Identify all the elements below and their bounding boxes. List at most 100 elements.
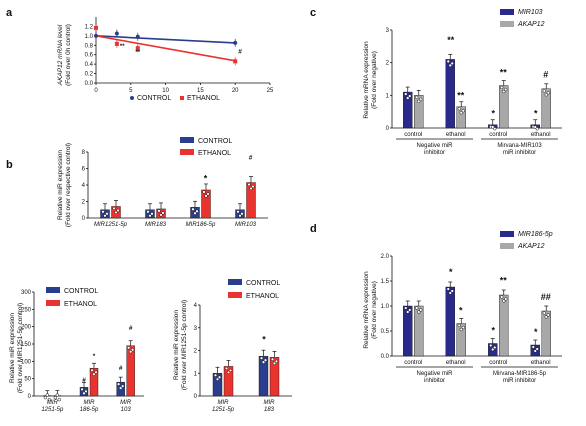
significance-marker: * <box>534 109 538 119</box>
panel-c-ylabel-2: (Fold over negative) <box>371 51 378 109</box>
data-point <box>202 190 206 194</box>
category-label-line2: 103 <box>121 407 132 413</box>
data-point <box>415 306 419 310</box>
group-label-line1: Negative miR <box>416 371 453 377</box>
data-point <box>544 93 548 97</box>
x-tick-label: 5 <box>129 88 133 94</box>
data-point <box>408 94 412 98</box>
data-point <box>94 370 98 374</box>
data-point <box>533 125 537 129</box>
condition-label: ethanol <box>531 360 551 366</box>
data-point <box>270 357 275 361</box>
y-tick-label: 2 <box>194 349 198 355</box>
y-tick-label: 300 <box>21 290 32 296</box>
panel-b-br-ylabel-2: (Fold over MIR1251-5p control) <box>181 300 188 390</box>
data-point <box>146 210 150 214</box>
category-label-line1: MIR <box>84 400 96 406</box>
significance-marker: ## <box>541 292 551 302</box>
data-point <box>80 387 84 391</box>
data-point <box>417 99 421 103</box>
data-point <box>546 313 550 317</box>
legend-series-1-swatch <box>500 243 514 249</box>
y-tick-label: 1.2 <box>85 24 94 30</box>
group-label-line1: Mirvana-MIR186-5p <box>493 371 547 377</box>
data-point <box>236 210 240 214</box>
data-point <box>448 291 452 295</box>
significance-marker: ** <box>447 35 455 45</box>
panel-b-br-ylabel-1: Relative miR expression <box>173 310 180 380</box>
legend-control-swatch <box>180 137 194 143</box>
data-point <box>419 308 423 312</box>
panel-letter-c: c <box>310 7 316 19</box>
category-label: MIR186-5p <box>186 222 216 228</box>
y-tick-label: 50 <box>24 377 31 383</box>
y-tick-label: 1.0 <box>381 304 390 310</box>
legend-ethanol-marker <box>180 96 184 100</box>
data-point <box>157 209 161 213</box>
category-label: MIR1251-5p <box>94 222 128 228</box>
y-tick-label: 100 <box>21 359 32 365</box>
data-point <box>542 311 546 315</box>
panel-a-ylabel-2: (Fold over 0h control) <box>65 24 72 86</box>
condition-label: ethanol <box>446 360 466 366</box>
data-point <box>43 396 47 400</box>
y-tick-label: 0 <box>82 216 86 222</box>
data-point <box>544 315 548 319</box>
panel-letter-b: b <box>6 159 13 171</box>
data-point <box>535 347 539 351</box>
significance-marker: * <box>262 335 266 345</box>
data-point <box>419 97 423 101</box>
data-point <box>446 59 450 64</box>
y-tick-label: 2.0 <box>381 254 390 260</box>
legend-ethanol-label: ETHANOL <box>187 95 220 102</box>
y-tick-label: 0 <box>386 126 390 132</box>
control-fit-line <box>95 35 236 44</box>
data-point <box>103 214 107 218</box>
data-point <box>57 398 61 402</box>
group-label-line1: Mirvana-MIR103 <box>497 143 542 149</box>
category-label-line1: MIR <box>264 400 276 406</box>
data-point <box>491 125 495 129</box>
y-tick-label: 4 <box>82 183 86 189</box>
data-point <box>406 96 410 100</box>
legend-control-label: CONTROL <box>246 280 280 287</box>
panel-b-top-bar-chart: Relative miR expression (Fold over respe… <box>57 137 268 228</box>
data-point <box>82 391 86 395</box>
y-tick-label: 2 <box>82 200 86 206</box>
data-point <box>502 299 506 303</box>
x-tick-label: 0 <box>94 88 98 94</box>
y-tick-label: 1 <box>386 93 390 99</box>
significance-marker: ** <box>135 50 140 56</box>
data-point <box>491 347 495 352</box>
data-point <box>247 182 251 187</box>
data-point <box>259 356 264 360</box>
significance-marker: * <box>491 326 495 336</box>
data-point <box>500 85 504 90</box>
data-point <box>461 109 465 113</box>
panel-d-ylabel-2: (Fold over negative) <box>371 281 378 339</box>
data-point <box>213 373 218 377</box>
panel-a-ylabel-1: AKAP12 mRNA level <box>57 24 64 86</box>
y-tick-label: 0.8 <box>85 43 94 49</box>
data-point <box>450 289 454 293</box>
data-point <box>450 61 454 66</box>
significance-marker: ** <box>500 276 508 286</box>
y-tick-label: 6 <box>82 167 86 173</box>
data-point <box>489 343 493 348</box>
data-point <box>272 361 277 365</box>
y-tick-label: 0 <box>28 394 32 400</box>
data-point <box>150 212 154 216</box>
data-point <box>404 306 408 310</box>
category-label-line1: MIR <box>47 400 59 406</box>
y-tick-label: 8 <box>82 150 86 156</box>
significance-marker: ** <box>120 44 125 50</box>
data-point <box>119 386 123 390</box>
legend-series-0-swatch <box>500 231 514 237</box>
data-point <box>101 210 105 214</box>
y-tick-label: 0.2 <box>85 72 94 78</box>
x-tick-label: 15 <box>197 88 204 94</box>
y-tick-label: 150 <box>21 342 32 348</box>
legend-series-0-label: MIR103 <box>518 9 543 16</box>
data-point <box>240 212 244 216</box>
